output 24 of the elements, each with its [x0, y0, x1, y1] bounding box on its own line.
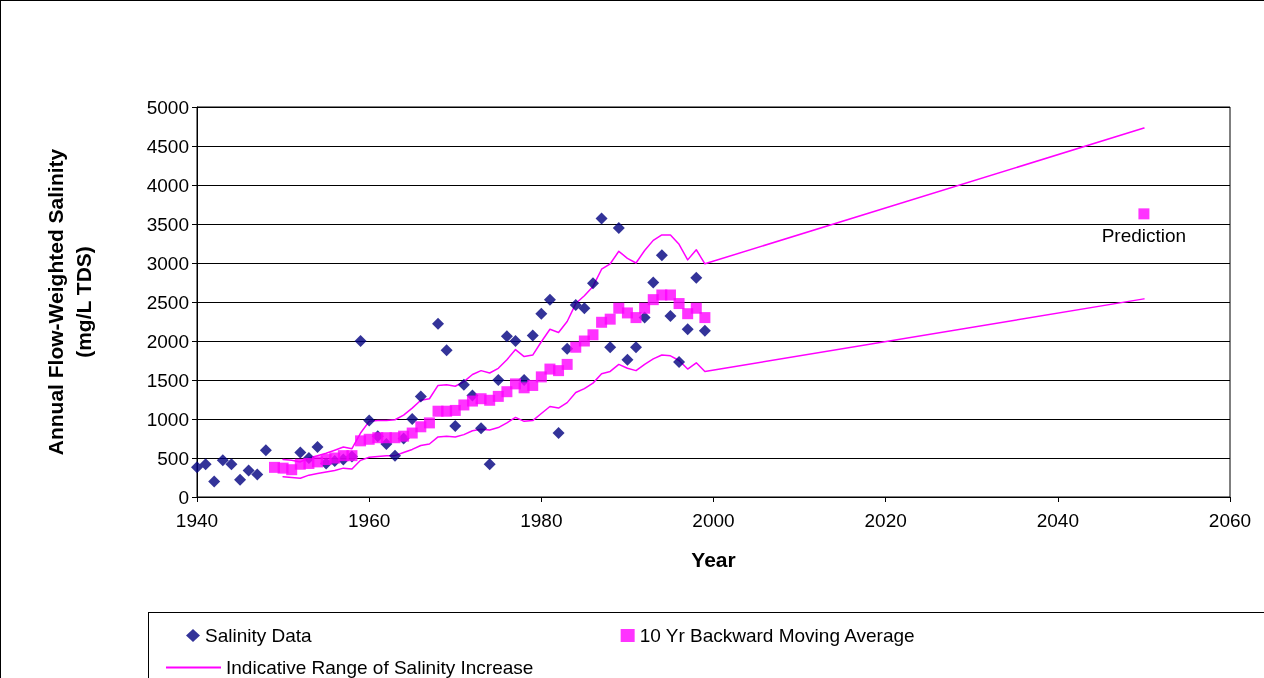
y-tick-label: 4500 [146, 135, 189, 157]
y-tick-label: 3000 [146, 252, 189, 274]
y-tick-label: 1500 [146, 369, 189, 391]
legend-label: 10 Yr Backward Moving Average [639, 625, 915, 646]
y-tick-label: 5000 [146, 96, 189, 118]
x-tick-label: 1960 [348, 510, 391, 531]
y-tick-label: 3500 [146, 213, 189, 235]
y-tick-label: 4000 [146, 174, 189, 196]
annotation: Prediction [1101, 224, 1187, 246]
y-tick-label: 2000 [146, 330, 189, 352]
x-tick-label: 2000 [692, 510, 735, 531]
legend-label: Indicative Range of Salinity Increase [226, 657, 534, 678]
y-tick-label: 0 [178, 486, 189, 508]
y-tick-label: 2500 [146, 291, 189, 313]
legend-label: Salinity Data [205, 625, 313, 646]
x-tick-label: 1980 [520, 510, 563, 531]
y-tick-label: 1000 [146, 408, 189, 430]
y-tick-label: 500 [157, 447, 189, 469]
x-tick-label: 2040 [1036, 510, 1079, 531]
x-axis-title: Year [691, 548, 736, 571]
x-tick-label: 1940 [175, 510, 219, 531]
y-axis-title: Annual Flow-Weighted Salinity (mg/L TDS) [43, 148, 95, 456]
x-tick-label: 2020 [864, 510, 907, 531]
x-tick-label: 2060 [1208, 510, 1252, 531]
